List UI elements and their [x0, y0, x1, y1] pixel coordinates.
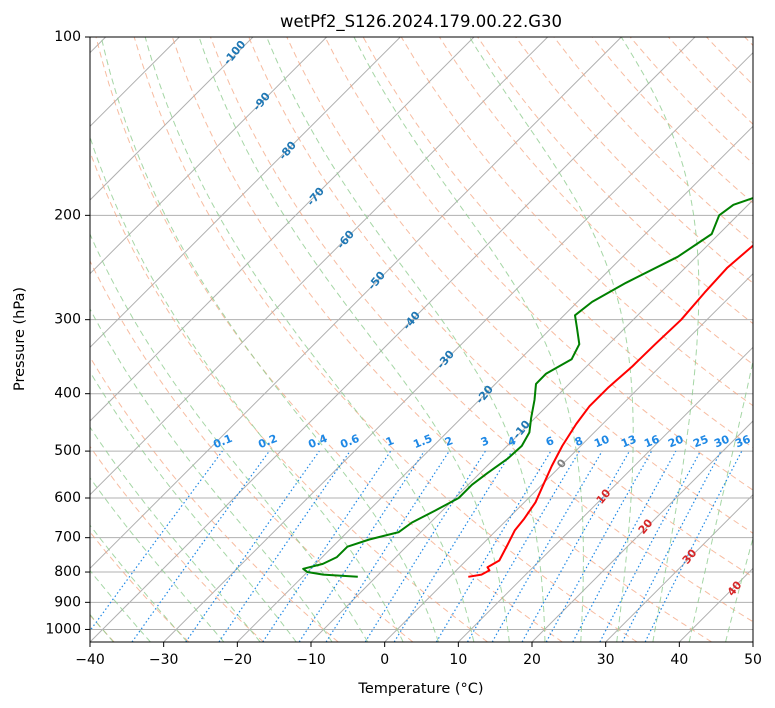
grid-layer [90, 37, 753, 642]
dry-adiabat-line [324, 37, 753, 491]
dry-adiabat-line [90, 259, 414, 642]
mixing-ratio-label: 36 [733, 433, 752, 451]
dry-adiabat-line [90, 356, 339, 642]
mixing-ratio-lines [90, 450, 743, 642]
mixing-ratio-line [131, 450, 270, 642]
mixing-ratio-label: 10 [592, 433, 611, 451]
x-tick-label: −10 [296, 652, 326, 668]
mixing-ratio-line [572, 450, 677, 642]
x-tick-label: −30 [149, 652, 179, 668]
mixing-ratio-label: 30 [712, 433, 731, 451]
moist-adiabat-line [725, 536, 753, 642]
dry-adiabat-line [210, 37, 753, 623]
mixing-ratio-label: 8 [573, 434, 585, 449]
mixing-ratio-line [545, 450, 653, 642]
x-tick-label: 20 [523, 652, 541, 668]
plot-frame [89, 36, 754, 643]
y-tick-label: 400 [54, 386, 81, 402]
isotherm-line [605, 493, 753, 642]
mixing-ratio-label: 20 [666, 433, 685, 451]
isotherm-line [90, 37, 328, 275]
x-tick-label: 40 [670, 652, 688, 668]
mixing-ratio-line [393, 450, 513, 642]
mixing-ratio-label: 3 [479, 434, 491, 449]
mixing-ratio-label: 2 [443, 434, 455, 449]
dewpoint-line [302, 196, 753, 578]
dry-adiabat-line [133, 37, 638, 642]
y-tick-label: 600 [54, 490, 81, 506]
y-tick-label: 200 [54, 207, 81, 223]
temperature-line [468, 244, 753, 578]
y-tick-label: 700 [54, 530, 81, 546]
isotherm-line [531, 420, 753, 642]
dry-adiabat-line [248, 37, 753, 578]
y-tick-label: 500 [54, 443, 81, 459]
x-tick-label: 10 [449, 652, 467, 668]
moist-adiabat-line [90, 524, 188, 642]
dry-adiabats [90, 37, 753, 642]
y-tick-label: 1000 [45, 621, 81, 637]
x-tick-label: 0 [380, 652, 389, 668]
mixing-ratio-line [644, 450, 743, 642]
x-tick-label: 30 [597, 652, 615, 668]
mixing-ratio-line [262, 450, 392, 642]
moist-adiabat-line [90, 308, 333, 642]
dry-adiabat-line [515, 37, 753, 284]
isotherm-line [457, 346, 753, 642]
moist-adiabat-line [144, 37, 475, 642]
isotherm-line [90, 37, 475, 422]
mixing-ratio-line [218, 450, 351, 642]
dry-adiabat-line [90, 445, 264, 642]
moist-adiabats [90, 37, 775, 642]
moist-adiabat-line [90, 476, 225, 642]
mixing-ratio-label: 16 [642, 433, 661, 451]
moist-adiabat-line [762, 37, 775, 642]
isotherm-line [163, 51, 753, 642]
y-axis-title: Pressure (hPa) [12, 287, 28, 391]
mixing-ratio-line [298, 450, 425, 642]
mixing-ratio-line [185, 450, 320, 642]
moist-adiabat-line [90, 370, 297, 642]
moist-adiabat-line [100, 37, 439, 642]
mixing-ratio-label: 25 [691, 433, 710, 451]
y-tick-label: 900 [54, 594, 81, 610]
dry-adiabat-line [286, 37, 753, 534]
mixing-ratio-label: 1 [384, 434, 396, 449]
isotherm-line [90, 37, 696, 642]
chart-title: wetPf2_S126.2024.179.00.22.G30 [280, 12, 562, 32]
isotherm-line [90, 37, 622, 570]
y-tick-label: 800 [54, 564, 81, 580]
moist-adiabat-line [90, 135, 404, 642]
y-tick-label: 100 [54, 29, 81, 45]
moist-adiabat-line [90, 232, 369, 642]
plot-background [90, 37, 753, 642]
sounding-series [302, 196, 753, 578]
isotherm-line [90, 37, 401, 349]
isotherm-line [90, 37, 549, 496]
moist-adiabat-line [90, 426, 261, 642]
dry-adiabat-line [171, 37, 712, 642]
isotherm-line [384, 272, 753, 642]
moist-adiabat-line [688, 358, 753, 642]
isotherm-line [90, 37, 254, 201]
mixing-ratio-line [90, 450, 223, 632]
x-tick-label: 50 [744, 652, 762, 668]
mixing-ratio-line [325, 450, 450, 642]
dry-adiabat-line [95, 37, 563, 642]
mixing-ratio-label: 13 [619, 433, 638, 451]
moist-adiabat-line [266, 37, 546, 642]
moist-adiabat-line [620, 37, 700, 642]
y-tick-label: 300 [54, 312, 81, 328]
mixing-ratio-line [521, 450, 631, 642]
x-axis-title: Temperature (°C) [357, 681, 483, 697]
moist-adiabat-line [353, 37, 584, 642]
x-tick-label: −20 [223, 652, 253, 668]
isotherm-line [752, 641, 753, 642]
axis-ticks: −40 −30 −20 −10 0 10 20 30 40 50 100 200 300 400 500 60… [45, 29, 762, 668]
x-tick-label: −40 [75, 652, 105, 668]
isotherm-line [236, 125, 753, 642]
moist-adiabat-line [90, 569, 151, 642]
